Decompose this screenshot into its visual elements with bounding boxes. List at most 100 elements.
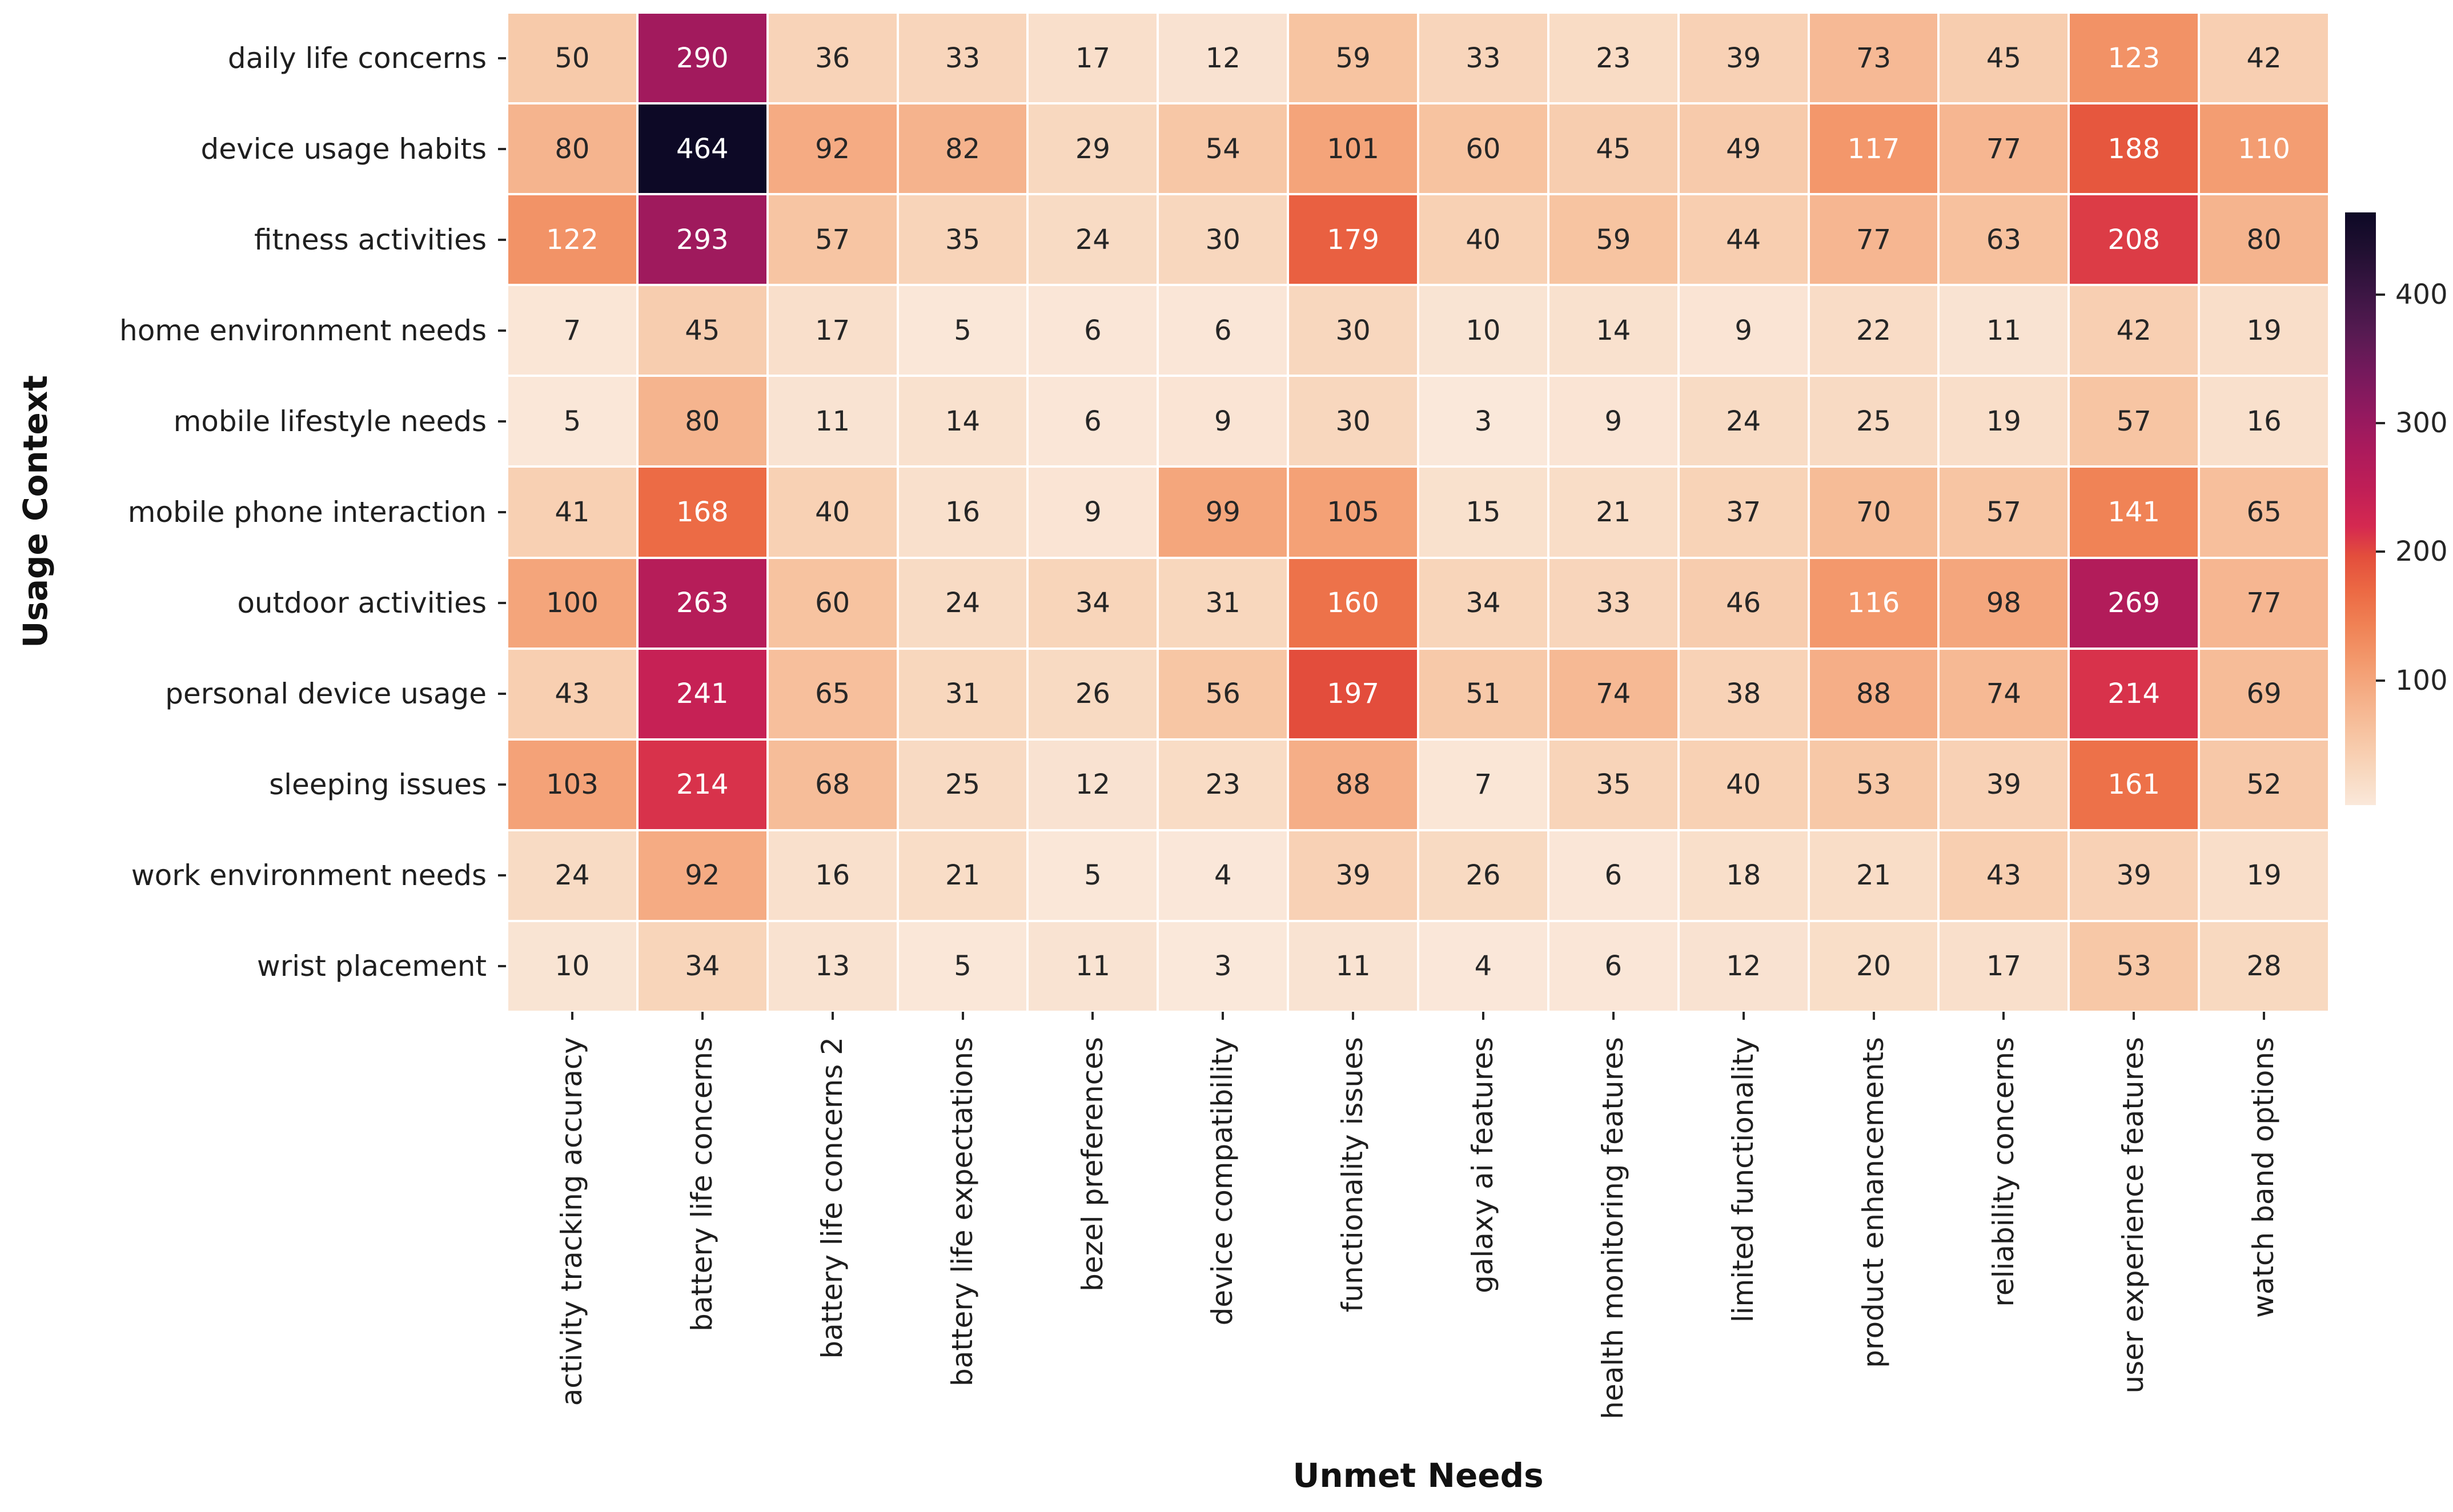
heatmap-cell: 60 [1418, 103, 1548, 195]
heatmap-cell: 40 [767, 467, 898, 558]
cell-value: 464 [676, 132, 729, 165]
heatmap-cell: 464 [637, 103, 768, 195]
cell-value: 13 [815, 950, 850, 983]
x-axis-tick [571, 1012, 573, 1020]
column-label-text: reliability concerns [1986, 1037, 2020, 1307]
cell-value: 59 [1335, 42, 1371, 74]
cell-value: 92 [815, 132, 850, 165]
heatmap-cell: 60 [767, 557, 898, 649]
cell-value: 16 [945, 496, 981, 528]
heatmap-cell: 12 [1678, 920, 1809, 1012]
cell-value: 50 [555, 42, 590, 74]
column-label: functionality issues [1288, 1037, 1418, 1471]
heatmap-cell: 21 [897, 830, 1028, 921]
heatmap-cell: 5 [507, 376, 637, 467]
cell-value: 168 [676, 496, 729, 528]
x-axis-tick [1222, 1012, 1225, 1020]
cell-value: 80 [685, 405, 720, 437]
cell-value: 57 [2116, 405, 2151, 437]
heatmap-cell: 123 [2069, 13, 2199, 104]
colorbar-tick [2376, 293, 2385, 296]
x-axis-tick [1352, 1012, 1355, 1020]
column-label-text: battery life expectations [945, 1037, 979, 1386]
cell-value: 98 [1986, 587, 2021, 620]
cell-value: 122 [546, 223, 599, 256]
heatmap-cell: 3 [1158, 920, 1288, 1012]
cell-value: 103 [546, 769, 599, 801]
heatmap-cell: 35 [897, 194, 1028, 285]
cell-value: 45 [1596, 132, 1631, 165]
cell-value: 290 [676, 42, 729, 74]
cell-value: 30 [1205, 223, 1240, 256]
cell-value: 59 [1596, 223, 1631, 256]
cell-value: 16 [2246, 405, 2282, 437]
heatmap-cell: 17 [1027, 13, 1158, 104]
cell-value: 29 [1075, 132, 1110, 165]
cell-value: 34 [1466, 587, 1501, 620]
row-label: sleeping issues [269, 768, 487, 802]
cell-value: 6 [1604, 950, 1623, 983]
heatmap-cell: 5 [897, 920, 1028, 1012]
x-axis-tick [2002, 1012, 2005, 1020]
cell-value: 24 [1726, 405, 1761, 437]
heatmap-cell: 14 [897, 376, 1028, 467]
column-label: bezel preferences [1027, 1037, 1158, 1471]
cell-value: 3 [1214, 950, 1232, 983]
column-label: battery life concerns [637, 1037, 768, 1471]
row-label: wrist placement [256, 950, 487, 983]
y-axis-tick [498, 238, 506, 241]
heatmap-cell: 88 [1288, 739, 1418, 830]
heatmap-cell: 5 [897, 285, 1028, 376]
cell-value: 17 [1986, 950, 2021, 983]
y-axis-tick [498, 783, 506, 786]
heatmap-cell: 98 [1938, 557, 2069, 649]
heatmap-cell: 59 [1288, 13, 1418, 104]
cell-value: 30 [1335, 314, 1371, 347]
heatmap-cell: 70 [1808, 467, 1939, 558]
cell-value: 99 [1205, 496, 1240, 528]
colorbar-tick-label: 400 [2395, 279, 2448, 311]
cell-value: 43 [1986, 859, 2021, 892]
cell-value: 57 [1986, 496, 2021, 528]
heatmap-cell: 11 [1027, 920, 1158, 1012]
heatmap-cell: 80 [507, 103, 637, 195]
cell-value: 44 [1726, 223, 1761, 256]
row-label: mobile lifestyle needs [173, 404, 487, 438]
column-label-text: battery life concerns [685, 1037, 719, 1332]
heatmap-cell: 59 [1548, 194, 1679, 285]
colorbar-tick [2376, 422, 2385, 425]
colorbar-tick [2376, 679, 2385, 682]
x-axis-tick [1612, 1012, 1615, 1020]
cell-value: 269 [2107, 587, 2161, 620]
column-label: galaxy ai features [1418, 1037, 1548, 1471]
cell-value: 105 [1327, 496, 1379, 528]
cell-value: 23 [1596, 42, 1631, 74]
cell-value: 24 [555, 859, 590, 892]
cell-value: 6 [1604, 859, 1623, 892]
heatmap-cell: 92 [637, 830, 768, 921]
cell-value: 92 [685, 859, 720, 892]
heatmap-cell: 263 [637, 557, 768, 649]
heatmap-cell: 39 [2069, 830, 2199, 921]
y-axis-tick [498, 147, 506, 150]
cell-value: 9 [1604, 405, 1623, 437]
heatmap-cell: 16 [2199, 376, 2329, 467]
heatmap-cell: 122 [507, 194, 637, 285]
cell-value: 28 [2246, 950, 2282, 983]
heatmap-cell: 11 [1938, 285, 2069, 376]
column-label: battery life expectations [898, 1037, 1028, 1471]
column-label-text: user experience features [2117, 1037, 2150, 1394]
heatmap-cell: 16 [897, 467, 1028, 558]
cell-value: 77 [1986, 132, 2021, 165]
heatmap-cell: 179 [1288, 194, 1418, 285]
cell-value: 116 [1847, 587, 1900, 620]
cell-value: 34 [685, 950, 720, 983]
heatmap-cell: 50 [507, 13, 637, 104]
cell-value: 24 [945, 587, 981, 620]
cell-value: 3 [1474, 405, 1492, 437]
heatmap-cell: 30 [1288, 376, 1418, 467]
cell-value: 16 [815, 859, 850, 892]
heatmap-cell: 14 [1548, 285, 1679, 376]
cell-value: 82 [945, 132, 981, 165]
cell-value: 10 [555, 950, 590, 983]
